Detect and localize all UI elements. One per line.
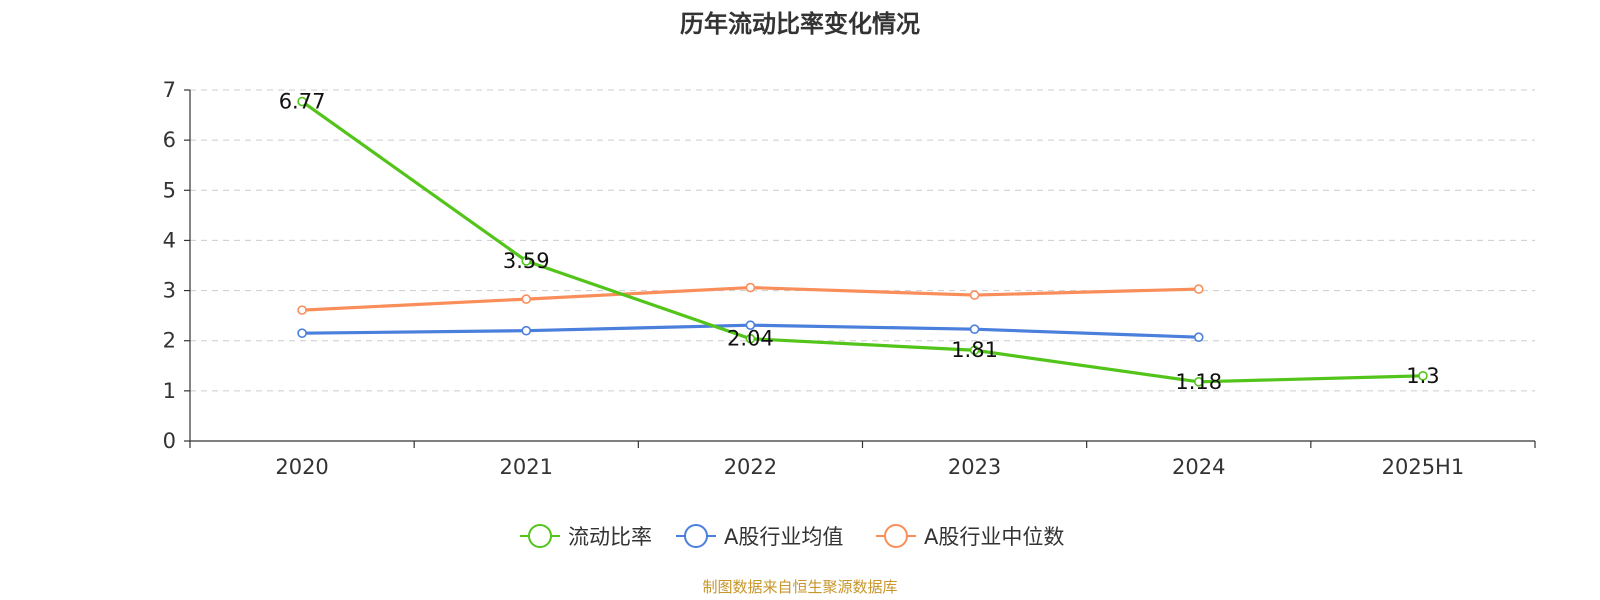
data-point [521,256,532,266]
legend-marker [528,524,552,548]
legend: 流动比率 A股行业均值 A股行业中位数 [520,524,1064,549]
y-tick-label: 3 [163,279,176,303]
data-point [1418,371,1428,381]
legend-label: A股行业中位数 [924,525,1064,549]
data-point [1193,377,1204,387]
data-point [521,325,532,336]
y-tick-label: 5 [163,178,176,202]
data-point [745,333,756,344]
series-line-0 [301,100,1423,384]
legend-item-0[interactable]: 流动比率 [520,524,652,549]
y-tick-label: 4 [163,228,176,252]
data-point [969,324,980,334]
data-point [521,294,532,304]
axes: 0 1 2 3 4 5 6 7 2020 2021 2022 2023 2024 2025H1 [163,78,1536,479]
x-tick-label: 2023 [948,455,1001,479]
series-lines [297,96,1428,387]
x-tick-label: 2020 [275,455,328,479]
legend-label: 流动比率 [568,525,652,549]
data-label: 1.3 [1406,364,1439,388]
source-note: 制图数据来自恒生聚源数据库 [702,578,897,596]
data-point [297,96,307,107]
x-tick-label: 2021 [500,455,553,479]
y-tick-label: 1 [163,379,176,403]
data-labels: 6.77 3.59 2.04 1.81 1.18 1.3 [279,90,1440,394]
y-tick-label: 0 [163,429,176,453]
data-label: 2.04 [727,327,774,351]
data-point [297,328,307,338]
y-tick-label: 6 [163,128,176,152]
data-point [1193,332,1204,343]
data-point [969,345,980,356]
legend-marker [684,524,708,548]
legend-label: A股行业均值 [724,525,843,549]
x-tick-label: 2022 [724,455,777,479]
legend-item-2[interactable]: A股行业中位数 [876,524,1064,549]
legend-marker [884,524,908,548]
data-label: 1.18 [1175,370,1222,394]
data-label: 3.59 [503,249,550,273]
y-tick-label: 7 [163,78,176,102]
x-tick-label: 2024 [1172,455,1225,479]
data-label: 6.77 [279,90,326,114]
chart-title: 历年流动比率变化情况 [680,10,920,38]
legend-item-1[interactable]: A股行业均值 [676,524,843,549]
data-point [745,320,756,330]
x-tick-label: 2025H1 [1382,455,1465,479]
data-point [969,290,980,300]
data-point [297,305,307,315]
data-point [745,282,756,293]
data-point [1193,284,1204,294]
data-label: 1.81 [951,338,998,362]
y-tick-label: 2 [163,329,176,353]
